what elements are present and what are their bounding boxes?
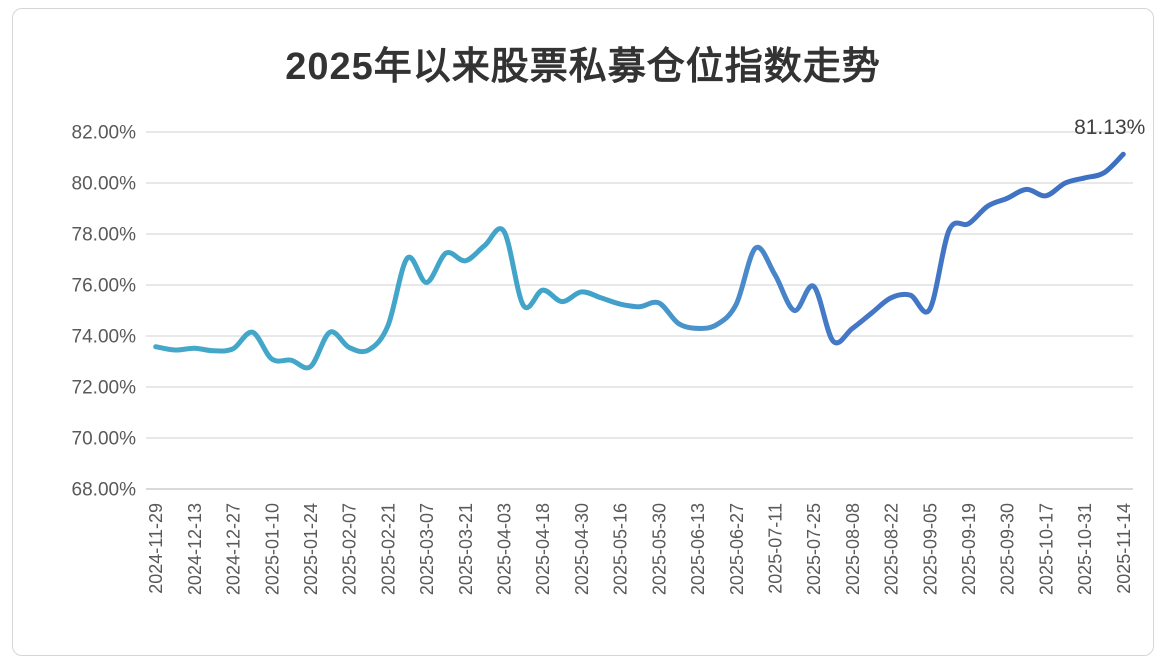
x-axis-tick-label: 2025-03-07 [417,503,437,595]
y-axis-tick-label: 68.00% [72,479,137,500]
x-axis-tick-label: 2024-12-13 [185,503,205,595]
x-axis-tick-label: 2024-11-29 [146,503,166,594]
y-axis-tick-label: 74.00% [72,326,137,347]
y-axis-tick-label: 76.00% [72,275,137,296]
x-axis-tick-label: 2025-04-03 [495,503,515,595]
x-axis-tick-label: 2025-06-27 [727,503,747,595]
y-axis-tick-label: 70.00% [72,428,137,449]
x-axis-tick-label: 2025-08-22 [882,503,902,595]
y-axis-tick-label: 72.00% [72,377,137,398]
x-axis-tick-label: 2025-10-31 [1075,503,1095,595]
x-axis-tick-label: 2025-05-30 [649,503,669,595]
x-axis-tick-label: 2025-03-21 [456,503,476,595]
position-index-line-chart: 82.00% 80.00% 78.00% 76.00% 74.00% 72.00% 70.0… [72,116,1146,595]
last-point-data-label: 81.13% [1074,116,1145,139]
x-axis-tick-label: 2025-01-24 [301,503,321,595]
x-axis-tick-label: 2025-10-17 [1036,503,1056,595]
x-axis-tick-label: 2024-12-27 [224,503,244,595]
x-axis-tick-label: 2025-06-13 [688,503,708,595]
x-axis-tick-label: 2025-08-08 [843,503,863,595]
x-axis-tick-label: 2025-02-07 [340,503,360,595]
y-axis-tick-label: 82.00% [72,122,137,143]
chart-card: 2025年以来股票私募仓位指数走势 82.00% 80.00% 78.00% 76.0… [12,8,1154,656]
x-axis-tick-label: 2025-09-19 [959,503,979,595]
y-axis-tick-label: 80.00% [72,173,137,194]
x-axis-tick-label: 2025-07-11 [765,503,785,594]
x-axis-tick-label: 2025-09-05 [920,503,940,595]
x-axis-tick-label: 2025-05-16 [611,503,631,595]
position-index-series-line [153,151,1126,371]
x-axis-tick-label: 2025-04-18 [533,503,553,595]
x-axis-tick-label: 2025-07-25 [804,503,824,595]
chart-title: 2025年以来股票私募仓位指数走势 [285,46,881,88]
x-axis-tick-label: 2025-01-10 [262,503,282,595]
y-axis-tick-label: 78.00% [72,224,137,245]
x-axis-tick-label: 2025-09-30 [998,503,1018,595]
x-axis-tick-label: 2025-02-21 [378,503,398,595]
x-axis-tick-label: 2025-04-30 [572,503,592,595]
x-axis-tick-label: 2025-11-14 [1114,503,1134,594]
